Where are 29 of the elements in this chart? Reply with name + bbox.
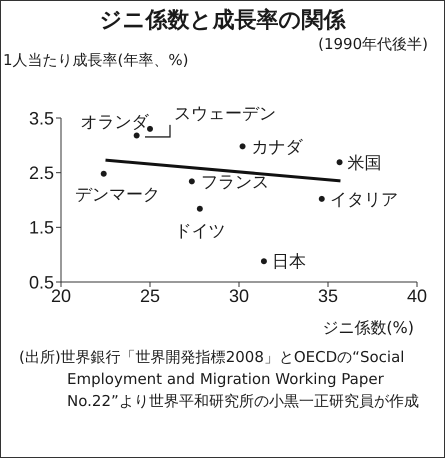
x-axis-title: ジニ係数(%) — [322, 318, 414, 339]
series-label: フランス — [200, 172, 269, 192]
series-label: 日本 — [272, 252, 306, 272]
series-label: ドイツ — [174, 222, 226, 242]
y-tick-label: 2.5 — [28, 163, 54, 184]
point — [100, 170, 107, 177]
series-label: 米国 — [348, 153, 382, 174]
y-tick-label: 3.5 — [28, 108, 54, 128]
point — [318, 196, 325, 202]
x-tick-label: 40 — [406, 286, 428, 306]
point — [196, 206, 203, 212]
point — [240, 143, 246, 150]
y-axis-title: 1人当たり成長率(年率、%) — [3, 51, 189, 70]
point — [188, 178, 195, 184]
x-tick-label: 35 — [318, 286, 338, 306]
series-label: イタリア — [330, 190, 398, 210]
series-label: デンマーク — [75, 184, 160, 205]
x-tick-label: 25 — [140, 286, 160, 306]
y-tick-label: 1.5 — [28, 218, 54, 238]
chart-subtitle: (1990年代後半) — [318, 35, 428, 54]
chart-title: ジニ係数と成長率の関係 — [98, 6, 347, 35]
point — [134, 132, 140, 138]
legend-label: オランダ — [80, 112, 150, 132]
series-label: カナダ — [252, 137, 304, 158]
point — [336, 159, 343, 166]
series-label: スウェーデン — [174, 104, 276, 124]
point — [260, 258, 267, 264]
x-tick-label: 30 — [228, 286, 250, 306]
text: (出所)世界銀行「世界開発指標2008」とOECDの“Social Employment and Migration Working Paper No.22”より世界平和研究所の小黒一正研究員が作成 — [19, 347, 419, 412]
